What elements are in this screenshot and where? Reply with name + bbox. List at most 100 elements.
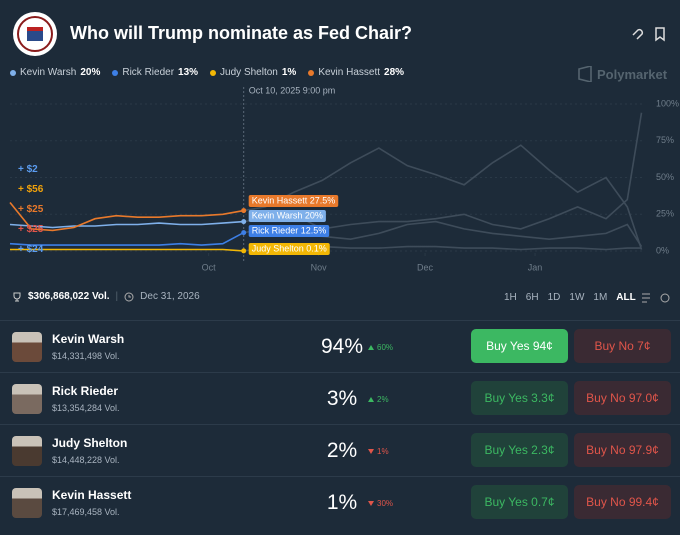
hover-label-bg: [248, 210, 326, 222]
trade-annotation: + $56: [18, 184, 44, 195]
outcome-volume: $14,331,498 Vol.: [52, 351, 120, 361]
change: 30%: [368, 499, 393, 508]
outcome-volume: $17,469,458 Vol.: [52, 507, 120, 517]
buy-yes-button[interactable]: Buy Yes 94¢: [471, 329, 568, 363]
avatar: [12, 436, 42, 466]
legend-name: Kevin Warsh: [20, 67, 77, 78]
legend-dot: [308, 69, 315, 76]
outcome-row: Rick Rieder $13,354,284 Vol. 3% 2% Buy Yes 3…: [0, 372, 680, 425]
legend-dot: [112, 69, 119, 76]
outcome-volume: $13,354,284 Vol.: [52, 403, 120, 413]
outcome-volume: $14,448,228 Vol.: [52, 455, 120, 465]
legend-dot: [210, 69, 217, 76]
outcome-name: Rick Rieder: [52, 384, 119, 398]
avatar: [12, 332, 42, 362]
brand: Polymarket: [578, 66, 667, 82]
buy-yes-button[interactable]: Buy Yes 2.3¢: [471, 433, 568, 467]
range-button[interactable]: 6H: [525, 292, 539, 303]
legend-name: Judy Shelton: [220, 67, 278, 78]
hover-dot: [241, 219, 247, 225]
hover-dot: [241, 208, 247, 214]
chance: 1%: [326, 491, 358, 514]
y-tick-label: 75%: [656, 135, 674, 145]
buy-no-button[interactable]: Buy No 99.4¢: [574, 485, 671, 519]
legend-value: 28%: [384, 67, 405, 78]
outcome-row: Judy Shelton $14,448,228 Vol. 2% 1% Buy Yes …: [0, 424, 680, 477]
hover-label-bg: [248, 195, 339, 207]
legend-value: 20%: [80, 67, 101, 78]
hover-date: Oct 10, 2025 9:00 pm: [249, 85, 336, 95]
brand-icon: [578, 66, 592, 82]
logo: [13, 12, 57, 56]
y-tick-label: 50%: [656, 172, 674, 182]
hover-label-bg: [248, 243, 330, 255]
buy-no-button[interactable]: Buy No 97.9¢: [574, 433, 671, 467]
outcome-name: Kevin Hassett: [52, 488, 132, 502]
legend-item: Judy Shelton 1%: [210, 67, 296, 78]
hover-label: Rick Rieder 12.5%: [252, 225, 327, 235]
legend-value: 13%: [178, 67, 199, 78]
change-value: 30%: [377, 499, 394, 508]
clock-icon: [124, 292, 134, 301]
range-button[interactable]: 1H: [504, 292, 517, 303]
end-date: Dec 31, 2026: [140, 291, 200, 302]
legend-item: Kevin Hassett 28%: [308, 67, 404, 78]
header-icons[interactable]: [630, 26, 670, 42]
trade-annotation: + $2: [18, 164, 38, 175]
outcome-row: Kevin Warsh $14,331,498 Vol. 94% 60% Buy Yes…: [0, 320, 680, 373]
change: 60%: [368, 343, 393, 352]
buy-yes-button[interactable]: Buy Yes 0.7¢: [471, 485, 568, 519]
change-arrow: [368, 449, 374, 454]
y-tick-label: 0%: [656, 245, 669, 255]
legend-dot: [10, 69, 16, 76]
change: 1%: [368, 447, 389, 456]
x-tick-label: Dec: [417, 262, 434, 272]
hover-dot: [241, 248, 247, 254]
legend: Kevin Warsh 20% Rick Rieder 13% Judy Shelton…: [10, 67, 404, 78]
trade-annotation: + $25: [18, 224, 44, 235]
chart: 0% 25% 50% 75% 100% Oct Nov Dec Jan Oct 10, 2025 …: [9, 85, 679, 272]
stats: $306,868,022 Vol. | Dec 31, 2026: [12, 291, 200, 302]
legend-item: Rick Rieder 13%: [112, 67, 198, 78]
x-tick-label: Oct: [202, 262, 217, 272]
range-button[interactable]: 1M: [593, 292, 608, 303]
x-tick-label: Jan: [528, 262, 543, 272]
chart-settings[interactable]: [641, 292, 671, 304]
y-tick-label: 100%: [656, 98, 679, 108]
hover-label: Judy Shelton 0.1%: [252, 243, 327, 253]
change-value: 2%: [377, 395, 389, 404]
trade-annotation: + $24: [18, 244, 44, 255]
chance: 2%: [326, 439, 358, 462]
hover-dot: [241, 230, 247, 236]
hover-label: Kevin Warsh 20%: [252, 210, 323, 220]
range-selector: 1H 6H 1D 1W 1M ALL: [504, 292, 636, 303]
chance: 94%: [320, 335, 364, 358]
buy-no-button[interactable]: Buy No 97.0¢: [574, 381, 671, 415]
buy-yes-button[interactable]: Buy Yes 3.3¢: [471, 381, 568, 415]
trade-annotations: + $2 + $56 + $25 + $25 + $24: [18, 160, 43, 260]
change-arrow: [368, 345, 374, 350]
outcome-name: Judy Shelton: [52, 436, 128, 450]
change-value: 60%: [377, 343, 394, 352]
brand-name: Polymarket: [597, 66, 668, 82]
hover-label: Kevin Hassett 27.5%: [252, 195, 336, 205]
series-line: [9, 144, 643, 250]
buy-no-button[interactable]: Buy No 7¢: [574, 329, 671, 363]
outcome-row: Kevin Hassett $17,469,458 Vol. 1% 30% Buy Ye…: [0, 476, 680, 529]
x-tick-label: Nov: [311, 262, 328, 272]
hover-label-bg: [248, 225, 330, 237]
y-tick-label: 25%: [656, 209, 674, 219]
chance: 3%: [326, 387, 358, 410]
range-button[interactable]: ALL: [616, 292, 636, 303]
legend-value: 1%: [281, 67, 297, 78]
range-button[interactable]: 1W: [569, 292, 585, 303]
legend-name: Kevin Hassett: [318, 67, 381, 78]
change-value: 1%: [377, 447, 389, 456]
change-arrow: [368, 501, 374, 506]
change-arrow: [368, 397, 374, 402]
range-button[interactable]: 1D: [547, 292, 561, 303]
avatar: [12, 384, 42, 414]
outcome-name: Kevin Warsh: [52, 332, 125, 346]
change: 2%: [368, 395, 389, 404]
